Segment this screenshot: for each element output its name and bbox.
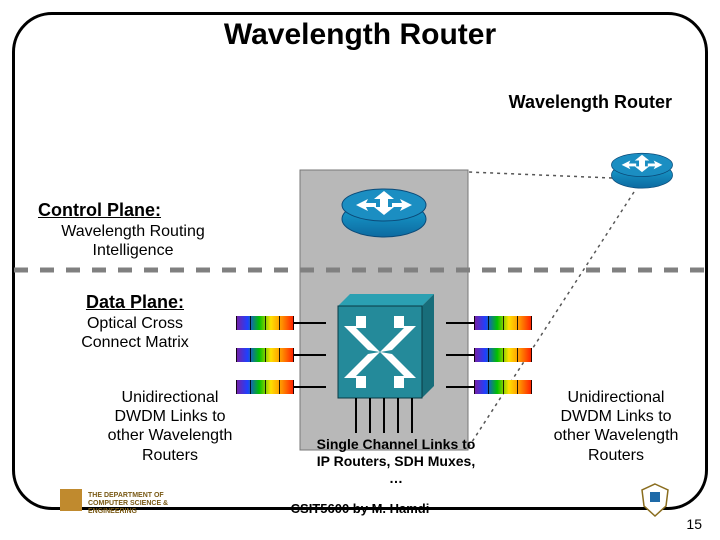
control-plane-body: Wavelength Routing Intelligence <box>38 222 228 260</box>
single-channel-label: Single Channel Links to IP Routers, SDH … <box>296 436 496 486</box>
control-plane-label: Control Plane: Wavelength Routing Intell… <box>38 200 228 260</box>
uni-right-label: Unidirectional DWDM Links to other Wavel… <box>526 388 706 465</box>
control-plane-head: Control Plane: <box>38 200 161 220</box>
data-plane-body: Optical Cross Connect Matrix <box>81 315 189 351</box>
footer-text: CSIT5600 by M. Hamdi <box>0 501 720 516</box>
data-plane-label: Data Plane: Optical Cross Connect Matrix <box>50 292 220 352</box>
uni-left-label: Unidirectional DWDM Links to other Wavel… <box>80 388 260 465</box>
page-number: 15 <box>686 516 702 532</box>
svg-text:THE DEPARTMENT OF: THE DEPARTMENT OF <box>88 492 164 499</box>
data-plane-head: Data Plane: <box>86 292 184 312</box>
slide-root: Wavelength Router Wavelength Router <box>0 0 720 540</box>
